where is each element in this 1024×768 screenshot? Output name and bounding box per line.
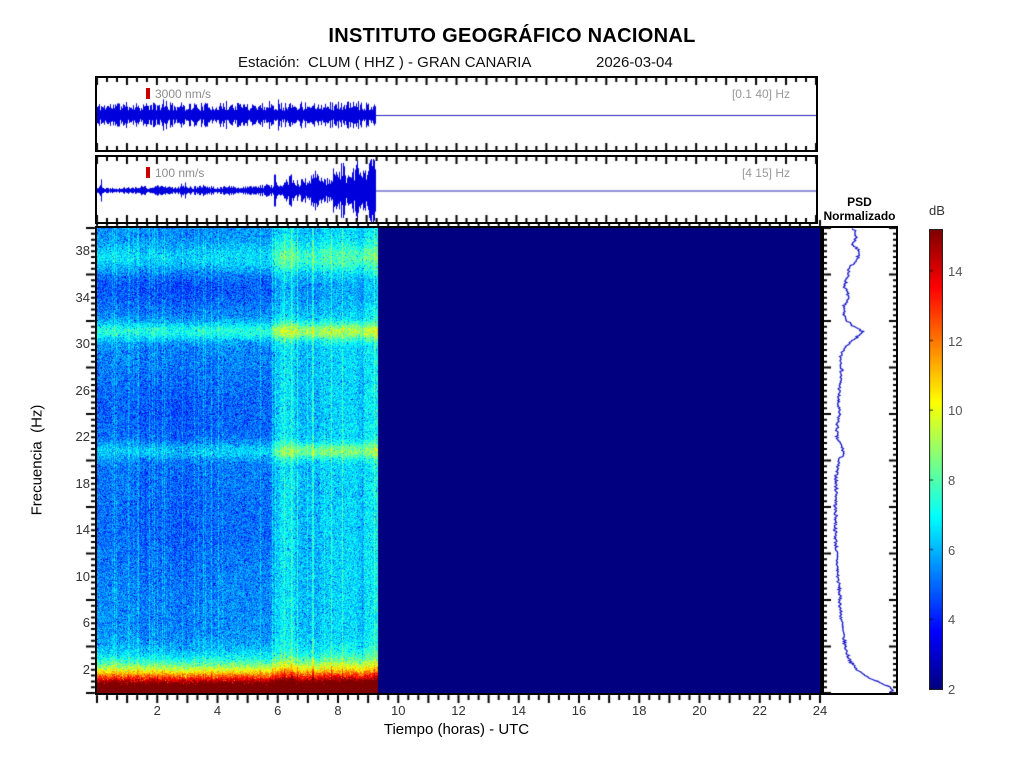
x-tick-label: 20 [692,703,707,718]
y-tick-label: 18 [75,475,90,491]
colorbar-tick-label: 14 [948,263,963,279]
colorbar-tick-label: 8 [948,472,956,488]
colorbar-tick-label: 2 [948,682,956,697]
colorbar-tick-label: 12 [948,333,963,349]
spectrogram-canvas [97,228,820,693]
filtered-trace-panel: 100 nm/s [4 15] Hz [95,155,818,224]
x-tick-label: 6 [274,703,282,718]
time-axis-label: Tiempo (horas) - UTC [383,721,530,738]
x-tick-label: 22 [752,703,767,718]
y-tick-label: 6 [82,615,90,631]
broadband-bandpass-label: [0.1 40] Hz [731,87,790,101]
y-tick-label: 26 [75,382,90,398]
y-tick-label: 10 [75,568,90,584]
filtered-trace-canvas [97,157,816,222]
psd-title-line1: PSD [847,195,872,209]
colorbar-tick-label: 10 [948,403,963,419]
colorbar-tick-label: 4 [948,612,956,628]
filtered-bandpass-label: [4 15] Hz [741,166,790,180]
psd-curve-canvas [824,228,896,693]
x-tick-label: 10 [391,703,406,718]
x-tick-label: 24 [812,703,828,718]
page-title: INSTITUTO GEOGRÁFICO NACIONAL [328,25,696,47]
psd-panel-title: PSD Normalizado [812,195,907,223]
station-label: Estación: CLUM ( HHZ ) - GRAN CANARIA [238,54,532,71]
x-tick-label: 16 [571,703,587,718]
broadband-scale-label: 3000 nm/s [155,87,212,101]
filtered-scale-label: 100 nm/s [155,166,205,180]
x-tick-label: 12 [451,703,466,718]
x-tick-label: 18 [632,703,647,718]
broadband-trace-canvas [97,78,816,150]
psd-title-line2: Normalizado [823,209,896,223]
x-tick-label: 2 [153,703,161,718]
y-tick-label: 2 [82,661,90,677]
date-label: 2026-03-04 [596,54,673,71]
y-tick-label: 34 [75,289,90,305]
spectrogram-panel [95,226,822,695]
colorbar-unit-label: dB [929,203,945,218]
y-tick-label: 38 [75,243,90,259]
x-tick-label: 8 [334,703,342,718]
freq-axis-label: Frecuencia (Hz) [28,404,46,516]
y-tick-label: 22 [75,429,90,445]
red-scale-bar-icon [146,167,150,178]
colorbar-tick-label: 6 [948,542,956,558]
colorbar-canvas [929,229,943,690]
red-scale-bar-icon [146,88,150,99]
broadband-trace-panel: 3000 nm/s [0.1 40] Hz [95,76,818,152]
x-tick-label: 4 [213,703,222,718]
y-tick-label: 30 [75,336,90,352]
x-tick-label: 14 [511,703,526,718]
y-tick-label: 14 [75,522,90,538]
psd-panel [822,226,898,695]
